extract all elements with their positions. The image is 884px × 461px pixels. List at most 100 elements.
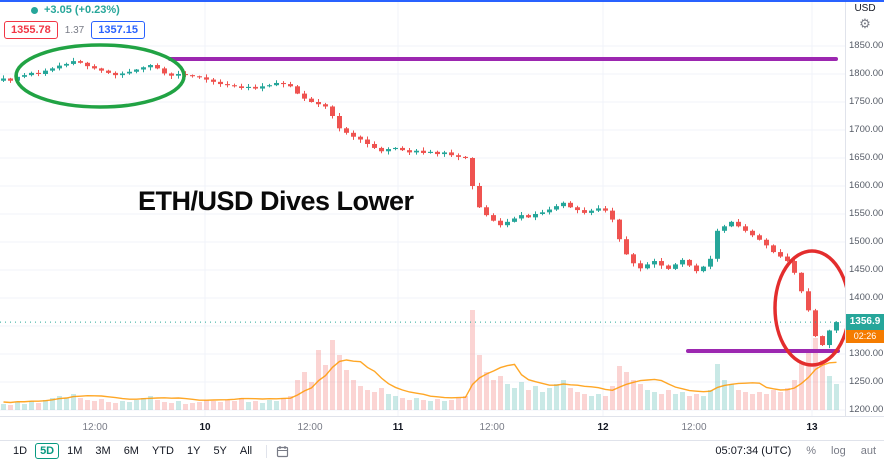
price-tick: 1800.00 [849, 68, 884, 79]
chart-plot-area[interactable]: ETH/USD Dives Lower +3.05 (+0.23%) 1355.… [0, 0, 845, 416]
candle-body [204, 77, 209, 80]
volume-bar [379, 388, 384, 410]
candle-body [169, 73, 174, 76]
candlestick-chart[interactable] [0, 0, 845, 416]
candle-body [379, 147, 384, 152]
gear-icon[interactable]: ⚙ [859, 16, 871, 31]
calendar-icon[interactable] [276, 445, 289, 458]
candle-body [708, 258, 713, 267]
candle-body [71, 61, 76, 64]
price-tick: 1200.00 [849, 404, 884, 415]
utc-clock-button[interactable]: 05:07:34 (UTC) [715, 445, 792, 457]
volume-bar [253, 401, 258, 410]
candle-body [351, 132, 356, 137]
time-tick[interactable]: 12 [597, 422, 609, 433]
volume-bar [400, 398, 405, 410]
volume-bar [239, 398, 244, 410]
candle-body [330, 106, 335, 116]
price-tick: 1500.00 [849, 236, 884, 247]
range-button-3m[interactable]: 3M [90, 443, 115, 459]
currency-label[interactable]: USD [854, 3, 876, 14]
time-tick[interactable]: 12:00 [479, 422, 505, 433]
volume-bar [463, 396, 468, 410]
volume-bar [281, 398, 286, 410]
time-tick[interactable]: 12:00 [681, 422, 707, 433]
volume-bar [736, 390, 741, 410]
candle-body [134, 69, 139, 72]
volume-bar [435, 399, 440, 410]
candle-body [757, 235, 762, 240]
candle-body [22, 75, 27, 77]
price-axis[interactable]: USD ⚙ 1850.00 1800.00 1750.00 1700.00 1650.0… [845, 0, 884, 416]
volume-bar [764, 394, 769, 410]
time-tick[interactable]: 11 [392, 422, 404, 433]
candle-body [386, 149, 391, 152]
volume-bar [127, 402, 132, 410]
volume-bar [218, 402, 223, 410]
candle-body [596, 208, 601, 211]
range-button-6m[interactable]: 6M [119, 443, 144, 459]
time-tick[interactable]: 13 [806, 422, 818, 433]
volume-bar [204, 400, 209, 410]
candle-body [463, 156, 468, 158]
candle-body [344, 128, 349, 133]
candle-body [113, 72, 118, 76]
volume-bar [624, 372, 629, 410]
range-button-1y[interactable]: 1Y [182, 443, 205, 459]
log-scale-button[interactable]: log [831, 445, 846, 457]
volume-bar [36, 403, 41, 410]
volume-bar [589, 396, 594, 410]
candle-body [582, 210, 587, 213]
green-circle-annotation[interactable] [14, 43, 186, 109]
candle-body [617, 219, 622, 240]
date-range-switcher: 1D 5D 1M 3M 6M YTD 1Y 5Y All [8, 443, 257, 459]
candle-body [813, 310, 818, 337]
candle-body [533, 214, 538, 218]
price-tick: 1850.00 [849, 40, 884, 51]
top-accent-bar [0, 0, 884, 2]
candle-body [526, 215, 531, 218]
candle-body [253, 86, 258, 89]
candle-body [715, 230, 720, 259]
red-circle-annotation[interactable] [773, 249, 845, 367]
volume-bar [428, 401, 433, 410]
range-button-1m[interactable]: 1M [62, 443, 87, 459]
volume-bar [582, 394, 587, 410]
range-button-ytd[interactable]: YTD [147, 443, 179, 459]
volume-bar [596, 394, 601, 410]
volume-bar [645, 390, 650, 410]
volume-bar [834, 384, 839, 410]
toolbar-divider [266, 444, 268, 458]
candle-body [57, 65, 62, 69]
volume-bar [484, 372, 489, 410]
candle-body [1, 78, 6, 81]
range-button-5y[interactable]: 5Y [208, 443, 231, 459]
volume-bar [260, 403, 265, 410]
percent-scale-button[interactable]: % [806, 445, 817, 457]
volume-bar [505, 384, 510, 410]
candle-body [540, 212, 545, 214]
volume-bar [778, 392, 783, 410]
headline-annotation: ETH/USD Dives Lower [138, 186, 414, 216]
range-button-1d[interactable]: 1D [8, 443, 32, 459]
volume-bar [274, 401, 279, 410]
range-button-5d[interactable]: 5D [35, 443, 60, 459]
time-tick[interactable]: 10 [199, 422, 211, 433]
volume-bar [666, 390, 671, 410]
candle-body [288, 84, 293, 87]
volume-bar [659, 394, 664, 410]
candle-body [106, 70, 111, 73]
candle-body [148, 65, 153, 68]
sell-price-button[interactable]: 1355.78 [4, 21, 58, 39]
buy-price-button[interactable]: 1357.15 [91, 21, 145, 39]
time-tick[interactable]: 12:00 [82, 422, 108, 433]
time-axis[interactable]: 12:00 10 12:00 11 12:00 12 12:00 13 [0, 416, 845, 440]
volume-bar [8, 405, 13, 410]
candle-body [624, 239, 629, 255]
candle-body [190, 75, 195, 77]
auto-scale-button[interactable]: aut [860, 445, 876, 457]
range-button-all[interactable]: All [235, 443, 257, 459]
time-tick[interactable]: 12:00 [297, 422, 323, 433]
candle-body [645, 264, 650, 269]
